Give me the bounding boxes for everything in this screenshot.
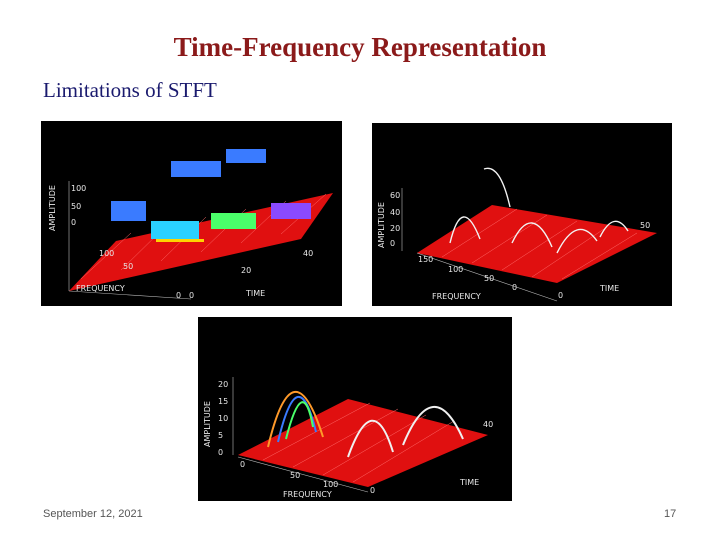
z-tick: 5 [218,431,223,440]
x-axis-label: FREQUENCY [76,284,125,293]
time-tick: 40 [303,249,313,258]
y-axis-label: TIME [245,289,265,298]
spectral-peaks-back [111,149,266,221]
time-tick: 0 [189,291,194,300]
z-tick: 0 [218,448,223,457]
z-axis-label: AMPLITUDE [48,185,57,231]
z-tick: 10 [218,414,228,423]
freq-tick: 50 [290,471,300,480]
time-tick: 0 [370,486,375,495]
footer-date: September 12, 2021 [43,508,143,520]
z-axis-label: AMPLITUDE [377,202,386,248]
x-axis-label: FREQUENCY [283,490,332,499]
freq-tick: 100 [448,265,463,274]
plot-surface [417,205,657,283]
z-tick: 20 [218,380,228,389]
z-tick: 15 [218,397,228,406]
plot-surface [238,399,488,487]
z-tick: 100 [71,184,86,193]
stft-plot-wide-window: AMPLITUDE FREQUENCY TIME 0 50 100 0 40 2… [198,317,512,501]
time-tick: 40 [483,420,493,429]
z-tick: 0 [390,239,395,248]
y-axis-label: TIME [459,478,479,487]
stft-plot-medium-window: AMPLITUDE FREQUENCY TIME 150 100 50 0 0 … [372,123,672,306]
axis-lines [401,188,558,302]
time-tick: 20 [241,266,251,275]
z-tick: 40 [390,208,400,217]
freq-tick: 100 [323,480,338,489]
freq-tick: 0 [240,460,245,469]
slide-title: Time-Frequency Representation [173,32,547,62]
z-tick: 20 [390,224,400,233]
freq-tick: 100 [99,249,114,258]
spectral-peaks [449,167,629,254]
slide-subtitle: Limitations of STFT [43,78,217,102]
spectral-peaks [267,390,464,458]
z-tick: 50 [71,202,81,211]
freq-tick: 50 [484,274,494,283]
axis-lines [232,377,369,493]
x-axis-label: FREQUENCY [432,292,481,301]
z-tick: 60 [390,191,400,200]
freq-tick: 150 [418,255,433,264]
freq-tick: 50 [123,262,133,271]
time-tick: 50 [640,221,650,230]
z-tick: 0 [71,218,76,227]
page-number: 17 [664,508,677,520]
spectral-peaks-front [151,203,311,242]
surface-grid [80,193,327,280]
stft-plot-narrow-window: AMPLITUDE FREQUENCY TIME 100 50 0 0 20 4… [41,121,342,306]
z-axis-label: AMPLITUDE [203,401,212,447]
axis-lines [68,181,192,300]
freq-tick: 0 [176,291,181,300]
y-axis-label: TIME [599,284,619,293]
time-tick: 0 [558,291,563,300]
freq-tick: 0 [512,283,517,292]
